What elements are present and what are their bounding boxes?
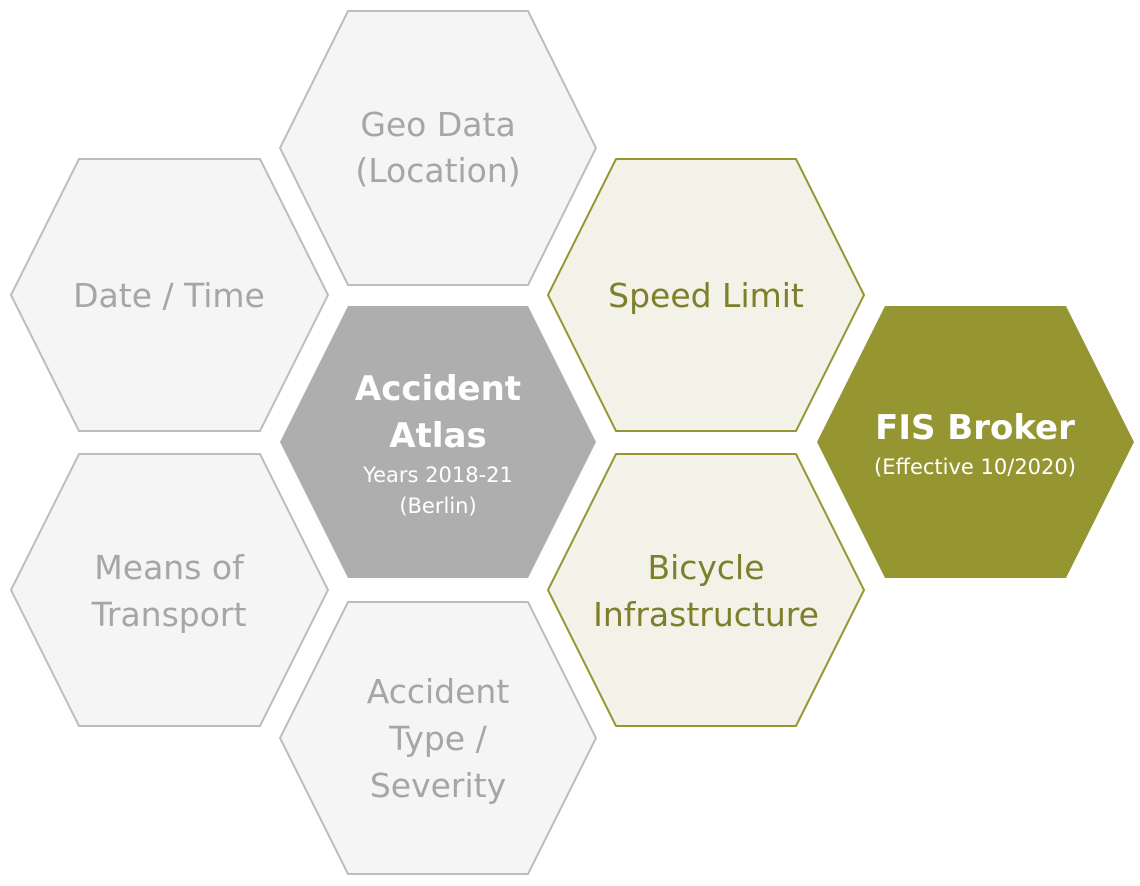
hex-bicycle-infrastructure-line-2: Infrastructure — [593, 595, 819, 634]
hex-speed-limit: Speed Limit — [546, 158, 866, 432]
hex-fis-broker-shape — [817, 306, 1134, 578]
hex-fis-broker: FIS Broker (Effective 10/2020) — [817, 306, 1134, 578]
hex-accident-atlas: Accident Atlas Years 2018-21 (Berlin) — [280, 306, 596, 578]
hex-means-of-transport-line-2: Transport — [91, 595, 247, 634]
hex-geo-data-shape — [278, 10, 598, 286]
hex-geo-data-line-2: (Location) — [355, 151, 520, 190]
hex-accident-type-line-3: Severity — [370, 766, 506, 805]
hex-date-time-shape — [9, 158, 330, 432]
hex-accident-atlas-sub-line-2: (Berlin) — [399, 494, 476, 518]
hex-geo-data-line-1: Geo Data — [360, 105, 515, 144]
hex-accident-atlas-shape — [280, 306, 596, 578]
hex-means-of-transport: Means of Transport — [9, 453, 330, 727]
hex-date-time: Date / Time — [9, 158, 330, 432]
hex-bicycle-infrastructure-line-1: Bicycle — [647, 548, 764, 587]
hex-accident-atlas-sub-line-1: Years 2018-21 — [362, 463, 513, 487]
hex-date-time-line-1: Date / Time — [73, 276, 265, 315]
hex-means-of-transport-line-1: Means of — [94, 548, 245, 587]
hex-speed-limit-line-1: Speed Limit — [608, 276, 804, 315]
hex-accident-atlas-title-line-1: Accident — [355, 369, 521, 409]
hex-fis-broker-sub-line-1: (Effective 10/2020) — [874, 455, 1076, 479]
hex-geo-data: Geo Data (Location) — [278, 10, 598, 286]
hex-bicycle-infrastructure-shape — [546, 453, 866, 727]
hex-accident-type-line-2: Type / — [388, 719, 487, 758]
hex-accident-type-line-1: Accident — [367, 672, 510, 711]
hex-fis-broker-title-line-1: FIS Broker — [875, 408, 1075, 448]
hex-accident-type-severity: Accident Type / Severity — [278, 601, 598, 875]
hex-means-of-transport-shape — [9, 453, 330, 727]
hex-bicycle-infrastructure: Bicycle Infrastructure — [546, 453, 866, 727]
hex-accident-atlas-title-line-2: Atlas — [389, 416, 486, 456]
hex-accident-type-severity-shape — [278, 601, 598, 875]
hex-speed-limit-shape — [546, 158, 866, 432]
